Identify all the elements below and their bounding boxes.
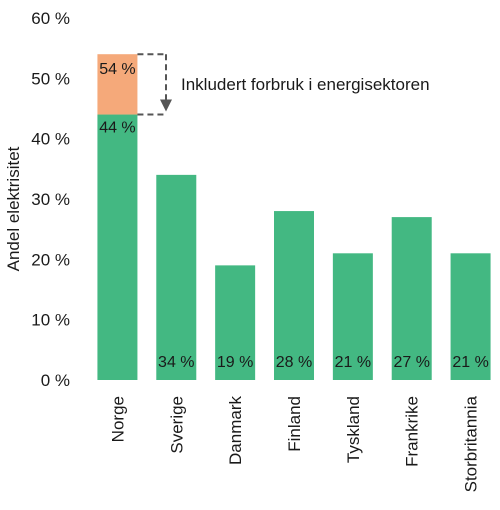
x-tick-label-finland: Finland bbox=[285, 396, 304, 452]
x-tick-label-danmark: Danmark bbox=[226, 396, 245, 465]
data-labels: 44 % 34 % 19 % 28 % 21 % 27 % 21 % 54 % bbox=[99, 61, 489, 371]
y-tick-label: 20 % bbox=[31, 250, 70, 269]
bar-frankrike bbox=[391, 217, 432, 380]
bar-norge bbox=[97, 114, 138, 381]
bar-storbritannia bbox=[450, 253, 491, 380]
bar-segment-norge-energy-sector bbox=[97, 54, 138, 115]
x-tick-label-frankrike: Frankrike bbox=[403, 396, 422, 467]
bar-danmark bbox=[215, 265, 256, 380]
data-label-norge: 44 % bbox=[99, 120, 135, 137]
y-tick-label: 0 % bbox=[41, 371, 70, 390]
y-axis-label: Andel elektrisitet bbox=[4, 146, 23, 271]
y-tick-label: 60 % bbox=[31, 9, 70, 28]
data-label-norge-total: 54 % bbox=[99, 61, 135, 78]
y-tick-label: 40 % bbox=[31, 130, 70, 149]
bar-sverige bbox=[156, 174, 197, 380]
data-label-storbritannia: 21 % bbox=[452, 354, 488, 371]
bars bbox=[97, 54, 491, 381]
x-tick-label-tyskland: Tyskland bbox=[344, 396, 363, 463]
x-tick-label-sverige: Sverige bbox=[167, 396, 186, 454]
x-axis: Norge Sverige Danmark Finland Tyskland Frankr… bbox=[108, 395, 480, 492]
y-tick-label: 30 % bbox=[31, 190, 70, 209]
annotation-arrow-head bbox=[160, 99, 172, 112]
x-tick-label-norge: Norge bbox=[108, 396, 127, 442]
y-axis: 0 % 10 % 20 % 30 % 40 % 50 % 60 % bbox=[31, 9, 70, 390]
data-label-frankrike: 27 % bbox=[393, 354, 429, 371]
bar-tyskland bbox=[332, 253, 373, 380]
data-label-danmark: 19 % bbox=[217, 354, 253, 371]
data-label-tyskland: 21 % bbox=[335, 354, 371, 371]
annotation-text: Inkludert forbruk i energisektoren bbox=[181, 75, 430, 94]
y-tick-label: 50 % bbox=[31, 69, 70, 88]
data-label-sverige: 34 % bbox=[158, 354, 194, 371]
y-tick-label: 10 % bbox=[31, 311, 70, 330]
bar-finland bbox=[274, 211, 314, 380]
x-tick-label-storbritannia: Storbritannia bbox=[462, 395, 481, 492]
annotation-group: Inkludert forbruk i energisektoren bbox=[137, 53, 430, 116]
data-label-finland: 28 % bbox=[276, 354, 312, 371]
